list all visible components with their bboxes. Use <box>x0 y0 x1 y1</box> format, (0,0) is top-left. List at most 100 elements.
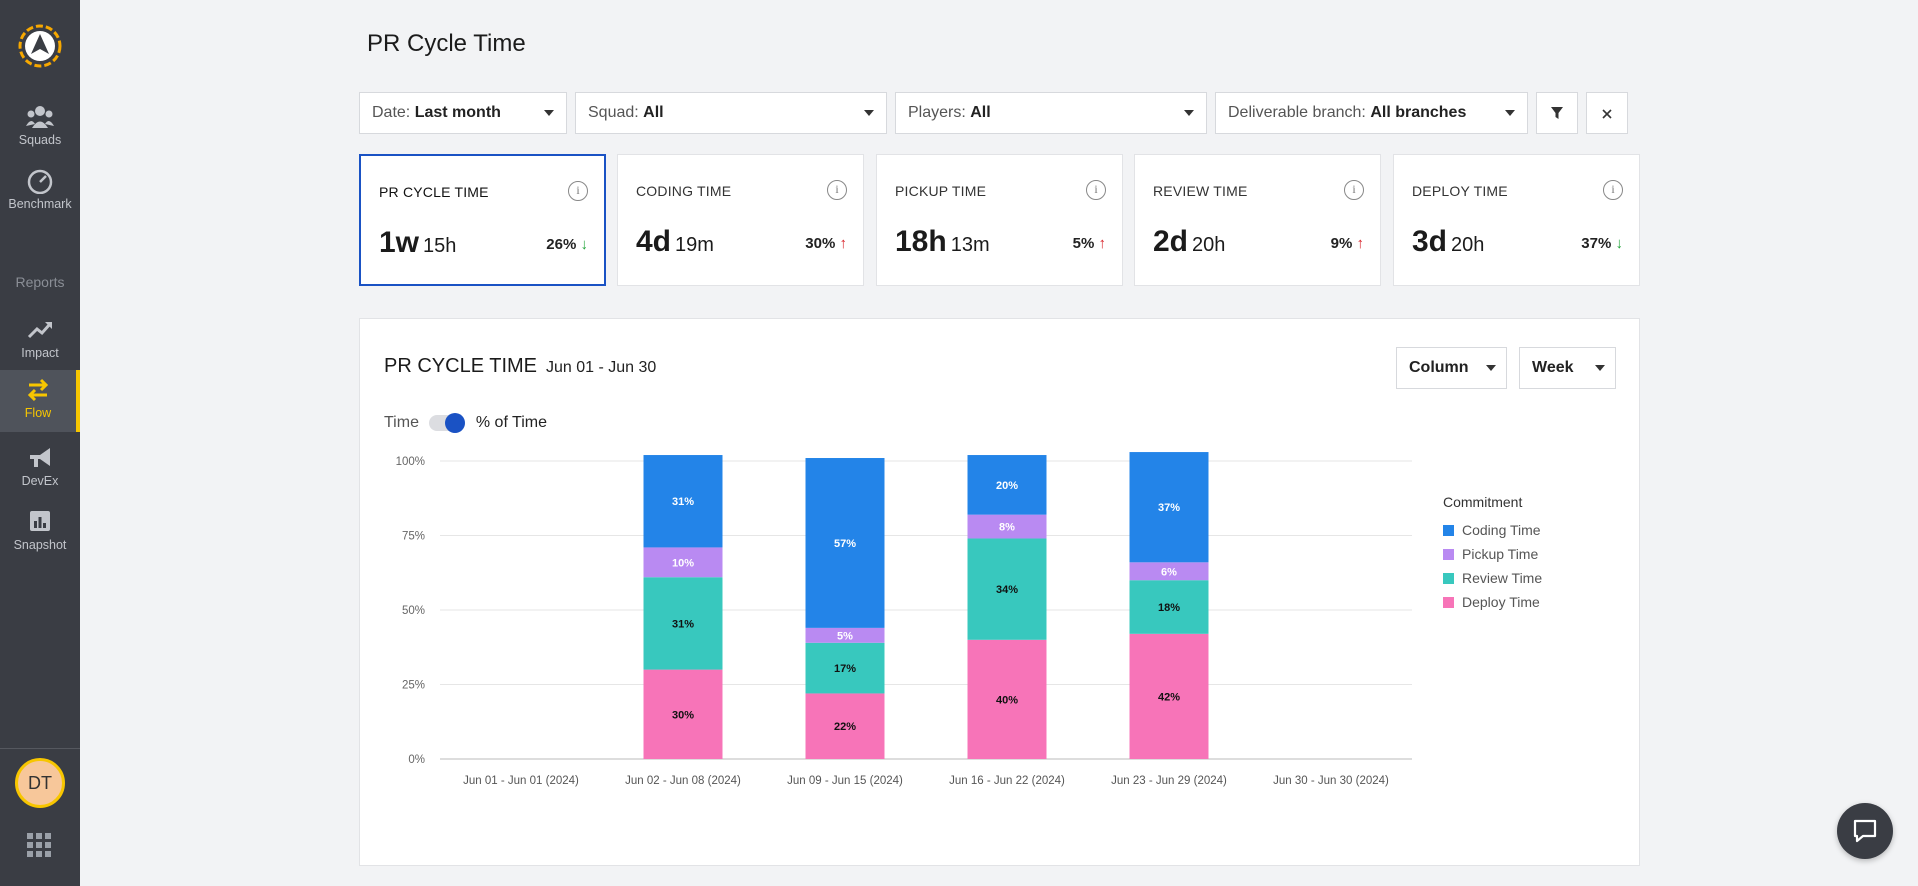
chevron-down-icon <box>1505 110 1515 116</box>
bar-data-label: 17% <box>834 663 856 675</box>
metric-value: 3d 20h <box>1412 225 1485 258</box>
info-icon[interactable]: i <box>1086 180 1106 200</box>
metric-label: CODING TIME <box>636 183 732 199</box>
bar-data-label: 5% <box>837 630 853 642</box>
funnel-icon <box>1551 107 1563 119</box>
gauge-icon <box>27 169 53 194</box>
metric-card-coding-time[interactable]: CODING TIME i 4d 19m 30% ↑ <box>617 154 864 286</box>
bar-segment <box>967 639 1047 759</box>
people-icon <box>26 106 54 128</box>
filter-button[interactable] <box>1536 92 1578 134</box>
players-filter[interactable]: Players: All <box>895 92 1207 134</box>
metric-label: REVIEW TIME <box>1153 183 1248 199</box>
filter-value: All <box>643 104 664 121</box>
x-tick-label: Jun 30 - Jun 30 (2024) <box>1273 775 1389 787</box>
chart-type-value: Column <box>1409 359 1469 376</box>
info-icon[interactable]: i <box>827 180 847 200</box>
bar-chart-icon <box>30 511 50 531</box>
trend-up-icon <box>27 322 52 339</box>
megaphone-icon <box>30 448 50 467</box>
sidebar-item-squads[interactable]: Squads <box>0 100 80 160</box>
sidebar-item-benchmark[interactable]: Benchmark <box>0 164 80 224</box>
info-icon[interactable]: i <box>568 181 588 201</box>
chat-button[interactable] <box>1837 803 1893 859</box>
squad-filter[interactable]: Squad: All <box>575 92 887 134</box>
sidebar-item-label: DevEx <box>21 474 59 488</box>
chevron-down-icon <box>1184 110 1194 116</box>
metric-card-pr-cycle-time[interactable]: PR CYCLE TIME i 1w 15h 26% ↓ <box>359 154 606 286</box>
apps-grid-icon[interactable] <box>27 833 51 857</box>
sidebar-divider <box>0 748 80 749</box>
sidebar-item-label: Benchmark <box>8 197 72 211</box>
sidebar-item-label: Squads <box>18 133 62 147</box>
filter-value: All <box>970 104 991 121</box>
chevron-down-icon <box>544 110 554 116</box>
bar-data-label: 31% <box>672 496 694 508</box>
page-title: PR Cycle Time <box>367 30 526 57</box>
chart-type-select[interactable]: Column <box>1396 347 1507 389</box>
legend-item-pickup[interactable]: Pickup Time <box>1443 542 1542 566</box>
bar-data-label: 40% <box>996 694 1018 706</box>
period-value: Week <box>1532 359 1574 376</box>
metric-card-pickup-time[interactable]: PICKUP TIME i 18h 13m 5% ↑ <box>876 154 1123 286</box>
sidebar-item-snapshot[interactable]: Snapshot <box>0 505 80 565</box>
date-filter[interactable]: Date: Last month <box>359 92 567 134</box>
app-logo-icon[interactable] <box>16 22 64 70</box>
sidebar-item-label: Impact <box>21 346 59 360</box>
legend-item-coding[interactable]: Coding Time <box>1443 518 1542 542</box>
time-percent-toggle[interactable] <box>429 412 466 433</box>
metric-label: PICKUP TIME <box>895 183 987 199</box>
clear-filters-button[interactable] <box>1586 92 1628 134</box>
arrow-down-icon: ↓ <box>580 236 589 253</box>
info-icon[interactable]: i <box>1344 180 1364 200</box>
x-tick-label: Jun 02 - Jun 08 (2024) <box>625 775 741 787</box>
metric-change: 5% ↑ <box>1072 235 1107 252</box>
period-select[interactable]: Week <box>1519 347 1616 389</box>
sidebar-item-impact[interactable]: Impact <box>0 313 80 373</box>
stacked-bar-chart: 0% 25% 50% 75% 100% Jun 01 - Jun 01 (2024) Jun… <box>396 452 1412 787</box>
bar-data-label: 57% <box>834 538 856 550</box>
bar-segment <box>1129 452 1209 563</box>
legend-item-deploy[interactable]: Deploy Time <box>1443 590 1542 614</box>
sidebar-item-label: Snapshot <box>13 538 67 552</box>
sidebar-item-flow[interactable]: Flow <box>0 370 80 432</box>
sidebar-item-devex[interactable]: DevEx <box>0 441 80 501</box>
bar-segment <box>805 693 885 759</box>
sidebar-item-label: Flow <box>24 406 52 420</box>
metric-value: 4d 19m <box>636 225 714 258</box>
filter-value: Last month <box>414 104 501 121</box>
bar-segment <box>805 627 885 643</box>
bar-segment <box>1129 633 1209 759</box>
chat-icon <box>1853 819 1877 843</box>
avatar[interactable]: DT <box>15 758 65 808</box>
metric-value: 18h 13m <box>895 225 990 258</box>
info-icon[interactable]: i <box>1603 180 1623 200</box>
time-percent-toggle-row: Time % of Time <box>384 412 547 433</box>
bar-data-label: 37% <box>1158 502 1180 514</box>
y-tick-label: 0% <box>408 754 425 766</box>
bar-segment <box>643 455 723 548</box>
metric-card-review-time[interactable]: REVIEW TIME i 2d 20h 9% ↑ <box>1134 154 1381 286</box>
x-tick-label: Jun 01 - Jun 01 (2024) <box>463 775 579 787</box>
legend-item-review[interactable]: Review Time <box>1443 566 1542 590</box>
chevron-down-icon <box>1595 365 1605 371</box>
metric-card-deploy-time[interactable]: DEPLOY TIME i 3d 20h 37% ↓ <box>1393 154 1640 286</box>
chart-legend: Commitment Coding Time Pickup Time Revie… <box>1443 494 1542 614</box>
x-tick-label: Jun 16 - Jun 22 (2024) <box>949 775 1065 787</box>
y-tick-label: 100% <box>396 456 425 468</box>
bar-data-label: 31% <box>672 618 694 630</box>
y-tick-label: 75% <box>402 531 425 543</box>
filter-value: All branches <box>1370 104 1467 121</box>
x-tick-label: Jun 23 - Jun 29 (2024) <box>1111 775 1227 787</box>
filter-label: Deliverable branch: <box>1228 104 1366 121</box>
bar-segment <box>1129 562 1209 581</box>
chevron-down-icon <box>864 110 874 116</box>
bar-data-label: 22% <box>834 721 856 733</box>
bar-data-label: 34% <box>996 584 1018 596</box>
arrow-down-icon: ↓ <box>1615 235 1624 252</box>
arrow-up-icon: ↑ <box>1098 235 1107 252</box>
branch-filter[interactable]: Deliverable branch: All branches <box>1215 92 1528 134</box>
bar-data-label: 6% <box>1161 566 1177 578</box>
metric-label: DEPLOY TIME <box>1412 183 1508 199</box>
filter-label: Date: <box>372 104 411 121</box>
